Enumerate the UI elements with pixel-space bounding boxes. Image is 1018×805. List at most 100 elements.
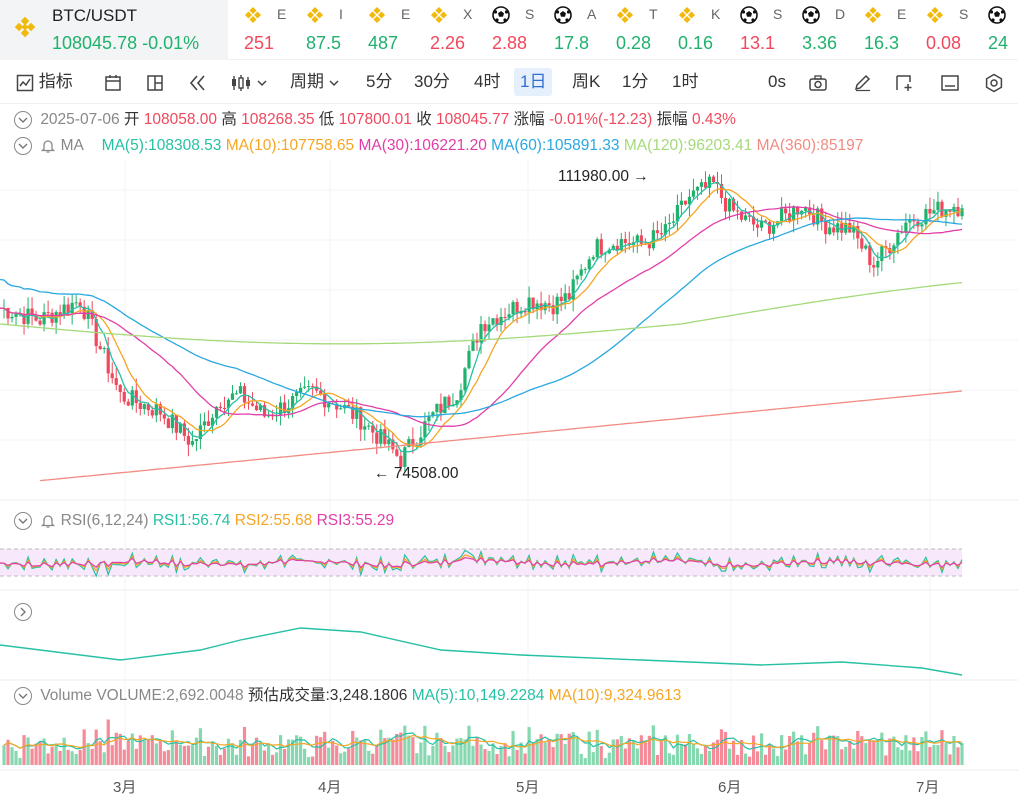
ticker-cell[interactable]: S 13.1 <box>728 0 788 60</box>
x-axis-label: 5月 <box>516 779 540 796</box>
ticker-cell[interactable]: I 87.5 <box>294 0 354 60</box>
candle-body <box>351 406 355 419</box>
volume-bar <box>739 739 744 765</box>
interval-1w[interactable]: 周K <box>572 72 601 91</box>
ticker-cell[interactable]: E 251 <box>232 0 292 60</box>
volume-bar <box>154 743 158 765</box>
active-ticker[interactable]: BTC/USDT 108045.78 -0.01% <box>0 0 228 60</box>
arrow-right-icon: → <box>633 168 649 185</box>
ticker-price-line: 108045.78 -0.01% <box>52 33 199 54</box>
candle-body <box>747 215 752 217</box>
low-marker: ← 74508.00 <box>374 465 458 483</box>
settings-button[interactable] <box>984 68 1004 96</box>
candle-body <box>507 314 511 318</box>
ticker-cell[interactable]: S 2.88 <box>480 0 540 60</box>
interval-5m[interactable]: 5分 <box>366 72 393 91</box>
bell-icon[interactable] <box>40 513 56 529</box>
volume-bar <box>190 745 194 765</box>
collapse-toggle[interactable] <box>14 110 32 129</box>
volume-bar <box>435 732 439 765</box>
volume-bar <box>824 749 828 765</box>
ticker-cell[interactable]: E 487 <box>356 0 416 60</box>
volume-bar <box>459 738 463 765</box>
ticker-cell[interactable]: E 16.3 <box>852 0 912 60</box>
volume-bar <box>186 745 190 765</box>
volume-bar <box>559 734 563 765</box>
volume-bar <box>948 754 952 765</box>
candle-body <box>431 412 435 417</box>
rsi2-value: RSI2:55.68 <box>234 512 313 529</box>
ticker-cell[interactable]: S 0.08 <box>914 0 974 60</box>
interval-1h[interactable]: 1时 <box>672 72 699 91</box>
volume-bar <box>427 755 431 765</box>
volume-bar <box>447 752 451 765</box>
add-indicator-button[interactable] <box>894 68 914 96</box>
period-dropdown[interactable]: 周期 <box>290 68 339 96</box>
candle-body <box>755 224 760 228</box>
indicators-button[interactable]: 指标 <box>16 68 73 96</box>
chart-type-button[interactable] <box>104 68 122 96</box>
volume-bar <box>383 737 387 765</box>
bnb-icon <box>430 6 448 24</box>
rsi3-line <box>0 556 963 569</box>
volume-bar <box>226 738 231 765</box>
collapse-toggle[interactable] <box>14 511 32 530</box>
volume-bar <box>122 749 126 765</box>
volume-bar <box>126 740 130 765</box>
ticker-cell[interactable]: A 17.8 <box>542 0 602 60</box>
volume-bar <box>523 753 527 765</box>
candle-style-button[interactable] <box>230 68 267 96</box>
expand-toggle[interactable] <box>14 602 32 621</box>
interval-30m[interactable]: 30分 <box>414 72 450 91</box>
candle-body <box>66 304 70 314</box>
candle-body <box>892 245 896 254</box>
candle-body <box>896 232 900 246</box>
ma10-value: MA(10):107758.65 <box>225 137 355 154</box>
candle-body <box>435 403 439 413</box>
volume-bar <box>631 740 635 765</box>
candle-body <box>743 215 748 220</box>
interval-4h[interactable]: 4时 <box>474 72 501 91</box>
volume-bar <box>808 742 812 765</box>
volume-bar <box>763 754 768 765</box>
ticker-cell[interactable]: D 3.36 <box>790 0 850 60</box>
interval-1m[interactable]: 1分 <box>622 72 649 91</box>
replay-button[interactable] <box>188 68 208 96</box>
candle-body <box>74 302 78 304</box>
candle-body <box>563 293 567 302</box>
candle-body <box>110 373 114 379</box>
fullscreen-icon <box>941 74 959 91</box>
volume-bar <box>483 749 487 765</box>
ticker-cell[interactable]: T 0.28 <box>604 0 664 60</box>
bell-icon[interactable] <box>40 138 56 154</box>
ticker-cell[interactable]: X 2.26 <box>418 0 478 60</box>
volume-estimate: 预估成交量:3,248.1806 <box>247 687 408 704</box>
ticker-cell[interactable]: 24 <box>976 0 1018 60</box>
candle-body <box>234 393 239 395</box>
volume-bar <box>864 743 868 765</box>
volume-bar <box>351 730 355 765</box>
collapse-toggle[interactable] <box>14 686 32 705</box>
candle-body <box>62 304 66 316</box>
volume-bar <box>258 742 263 765</box>
volume-bar <box>543 742 547 765</box>
ma5-value: MA(5):108308.53 <box>101 137 222 154</box>
ticker-cell[interactable]: K 0.16 <box>666 0 726 60</box>
ma-legend-row: MA MA(5):108308.53 MA(10):107758.65 MA(3… <box>14 134 863 158</box>
candle-body <box>840 223 844 233</box>
volume-bar <box>379 729 383 765</box>
candle-body <box>371 425 375 433</box>
screenshot-button[interactable] <box>808 68 828 96</box>
draw-button[interactable] <box>852 68 872 96</box>
candle-body <box>571 279 575 300</box>
volume-bar <box>796 741 800 765</box>
layout-button[interactable] <box>146 68 164 96</box>
fullscreen-button[interactable] <box>940 68 960 96</box>
collapse-toggle[interactable] <box>14 136 32 155</box>
candle-body <box>186 435 190 445</box>
ticker-cell-value: 16.3 <box>864 33 900 53</box>
candle-body <box>202 421 207 426</box>
soccer-ball-icon <box>802 6 820 24</box>
interval-1d[interactable]: 1日 <box>514 68 553 96</box>
